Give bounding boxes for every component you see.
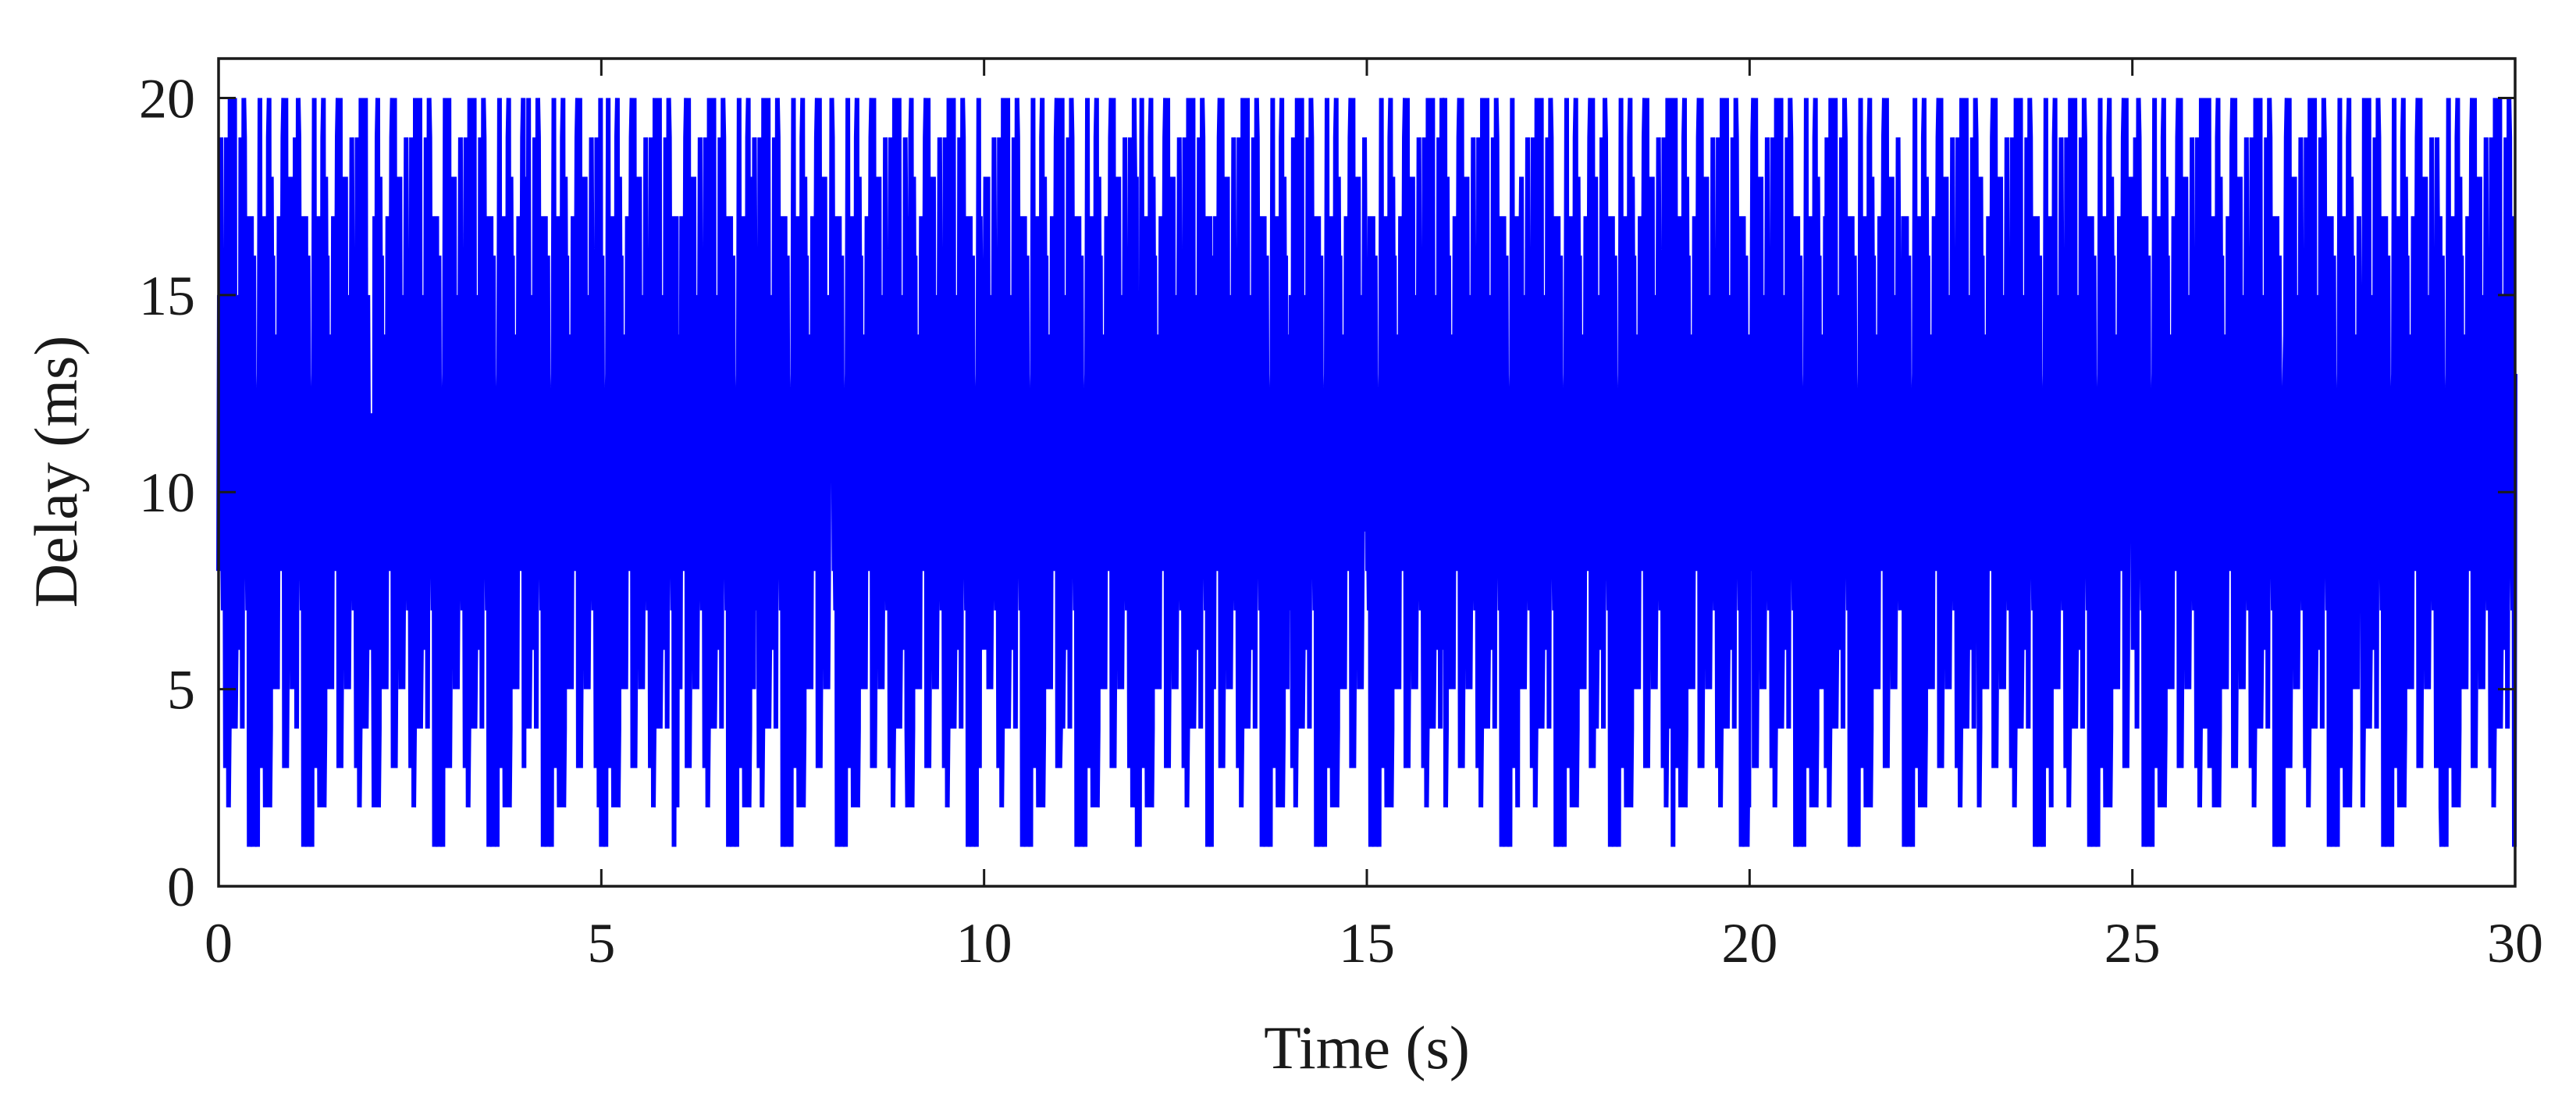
tick-layer: 0 5 10 15 20 25 30 0 5 10 15 20 (139, 59, 2543, 974)
x-tick-label: 15 (1339, 912, 1395, 974)
series-line-1 (216, 98, 2517, 847)
x-tick-label: 10 (956, 912, 1012, 974)
x-tick-label: 0 (205, 912, 233, 974)
y-tick-label: 0 (167, 856, 195, 918)
y-tick-label: 10 (139, 461, 195, 524)
x-axis-label: Time (s) (1264, 1014, 1470, 1081)
x-tick-label: 20 (1721, 912, 1777, 974)
x-tick-label: 5 (587, 912, 615, 974)
y-tick-label: 5 (167, 659, 195, 721)
x-tick-label: 30 (2487, 912, 2543, 974)
y-axis-label: Delay (ms) (22, 336, 90, 608)
series-layer (216, 98, 2517, 847)
y-tick-label: 20 (139, 67, 195, 130)
x-tick-label: 25 (2105, 912, 2161, 974)
y-tick-label: 15 (139, 265, 195, 327)
